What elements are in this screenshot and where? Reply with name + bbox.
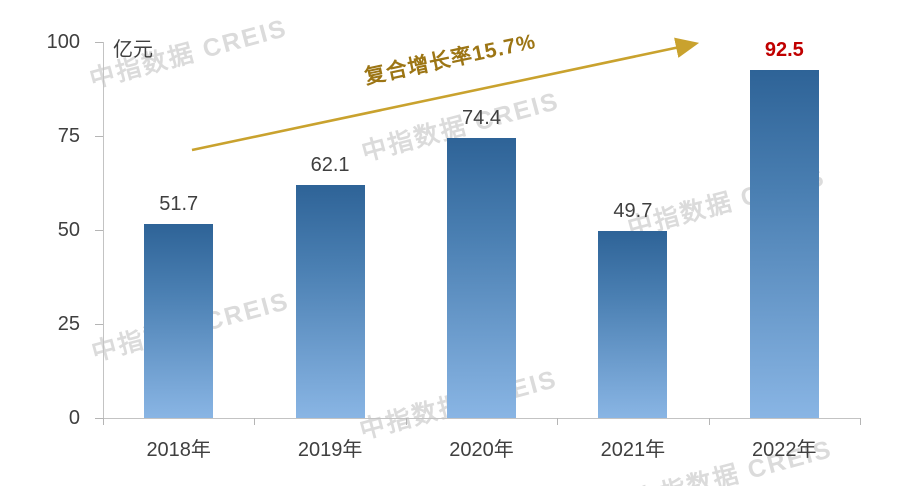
y-axis-tick-label: 100 [46,31,80,53]
x-axis-tick-mark [860,418,861,425]
bar [295,184,365,418]
x-axis-label: 2022年 [752,439,817,461]
growth-rate-annotation: 复合增长率15.7% [362,30,539,89]
y-axis-tick-mark [95,42,103,43]
bar-value-label: 49.7 [613,200,653,223]
x-axis-label: 2018年 [146,439,211,461]
bar [598,231,668,418]
y-axis-tick-label: 50 [57,219,80,241]
x-axis-tick-mark [405,418,407,425]
x-axis-tick-mark [708,418,710,425]
y-axis-tick-mark [95,136,103,137]
x-axis-tick-mark [557,418,559,425]
x-axis-tick-mark [103,418,104,425]
y-axis-tick-label: 0 [68,407,80,429]
y-axis-tick-label: 75 [57,125,80,147]
bar [144,223,214,418]
x-axis-tick-mark [254,418,256,425]
y-axis-tick-mark [95,230,103,231]
y-axis-unit-label: 亿元 [113,39,153,61]
y-axis-tick-mark [95,418,103,419]
x-axis-line [95,418,861,419]
y-axis-line [103,42,104,419]
y-axis-tick-mark [95,324,103,325]
x-axis-label: 2019年 [297,439,363,461]
bar [749,70,819,418]
bar-value-label: 92.5 [764,39,804,62]
bar-value-label: 51.7 [159,192,199,215]
x-axis-label: 2020年 [449,439,514,461]
y-axis-tick-label: 25 [57,313,80,335]
bar-value-label: 62.1 [310,153,350,176]
bar-value-label: 74.4 [462,107,501,130]
bar [447,138,516,418]
x-axis-label: 2021年 [600,439,666,461]
